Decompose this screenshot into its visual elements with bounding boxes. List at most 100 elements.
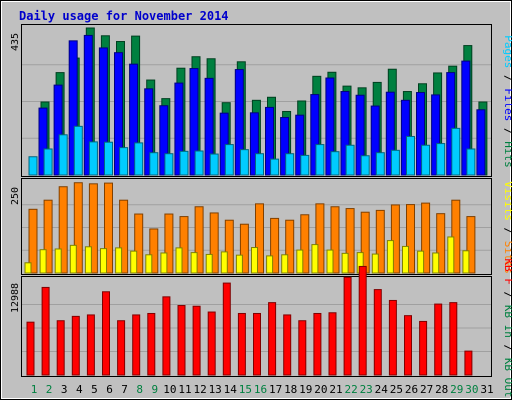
bar-visits [402, 245, 409, 274]
bar-sites [270, 217, 280, 274]
bar-visits [235, 254, 243, 274]
bar-kb-f [283, 314, 292, 376]
bar-kb-f [222, 282, 231, 376]
bar-pages [119, 147, 129, 176]
bar-kb-f [117, 320, 126, 376]
bar-kb-f [268, 302, 277, 376]
bar-sites [436, 213, 446, 274]
scale-label-kb: 12988 [10, 283, 21, 313]
bar-pages [285, 153, 295, 176]
bar-pages [194, 150, 204, 176]
bar-sites [285, 219, 295, 274]
bar-sites [164, 213, 174, 274]
bar-visits [386, 240, 394, 274]
bar-sites [224, 219, 234, 274]
bar-pages [375, 152, 385, 176]
bar-kb-f [328, 312, 337, 376]
bar-sites [315, 203, 325, 274]
bar-pages [360, 155, 370, 176]
legend-item: / [502, 285, 512, 305]
day-label: 23 [360, 383, 373, 396]
bar-kb-f [192, 305, 201, 376]
bar-files [355, 94, 365, 176]
bar-pages [406, 135, 415, 176]
day-label: 20 [314, 383, 327, 396]
bar-files [265, 106, 274, 176]
legend-kb: KB F / KB In / KB Out [502, 258, 512, 397]
bar-kb-f [162, 296, 171, 376]
bar-files [249, 112, 259, 176]
bar-files [98, 47, 108, 176]
bar-pages [436, 143, 446, 176]
legend-item: / [502, 338, 512, 358]
bar-kb-f [177, 305, 186, 376]
bar-kb-f [41, 286, 50, 376]
day-label: 19 [299, 383, 312, 396]
bar-files [234, 69, 244, 176]
day-label: 13 [209, 383, 222, 396]
bar-visits [447, 236, 455, 274]
bar-pages [224, 144, 234, 176]
bar-kb-f [373, 289, 382, 376]
day-label: 21 [329, 383, 342, 396]
bar-pages [149, 152, 159, 176]
bar-visits [205, 253, 213, 274]
bar-sites [239, 223, 249, 274]
day-label: 9 [151, 383, 158, 396]
legend-item: Pages [502, 35, 512, 68]
day-label: 11 [178, 383, 191, 396]
day-label: 27 [420, 383, 433, 396]
bar-sites [134, 213, 144, 274]
bar-files [325, 77, 335, 176]
bar-kb-f [343, 276, 352, 376]
bar-sites [73, 182, 83, 274]
legend-item: / [502, 221, 512, 241]
bar-pages [270, 158, 280, 176]
bar-kb-f [86, 314, 95, 376]
bar-files [219, 112, 229, 176]
bar-files [416, 92, 425, 176]
bar-visits [175, 247, 183, 274]
bar-pages [104, 141, 113, 176]
bar-files [295, 114, 305, 176]
legend-pages-files-hits: Pages / Files / Hits [502, 35, 512, 168]
bar-pages [239, 149, 249, 176]
bar-files [114, 52, 123, 176]
bar-sites [88, 183, 98, 274]
bar-sites [149, 228, 159, 274]
bar-sites [390, 204, 400, 274]
bar-kb-f [298, 320, 307, 376]
legend-item: KB Out [502, 358, 512, 398]
bar-kb-f [313, 312, 322, 376]
bar-visits [251, 247, 258, 274]
bar-files [129, 63, 139, 176]
legend-item: Visits [502, 181, 512, 221]
day-label: 30 [465, 383, 478, 396]
day-label: 29 [450, 383, 463, 396]
legend-item: Sites [502, 241, 512, 274]
bar-sites [375, 209, 385, 274]
legend-item: Hits [502, 141, 512, 168]
bar-sites [421, 202, 431, 274]
bar-pages [390, 149, 400, 176]
bar-pages [73, 125, 83, 176]
bar-sites [28, 208, 38, 274]
bar-sites [194, 206, 204, 274]
bar-files [38, 107, 48, 176]
bar-kb-f [434, 303, 443, 376]
bar-kb-f [388, 299, 397, 376]
bar-kb-f [102, 291, 110, 376]
day-label: 26 [405, 383, 418, 396]
bar-visits [39, 249, 47, 274]
bar-pages [43, 148, 53, 176]
bar-visits [24, 262, 32, 274]
day-label: 10 [163, 383, 176, 396]
bar-visits [145, 254, 153, 274]
day-label: 2 [46, 383, 53, 396]
bar-visits [341, 252, 349, 274]
bar-kb-f [464, 350, 473, 376]
bar-pages [466, 148, 476, 176]
day-label: 17 [269, 383, 282, 396]
day-label: 4 [76, 383, 83, 396]
